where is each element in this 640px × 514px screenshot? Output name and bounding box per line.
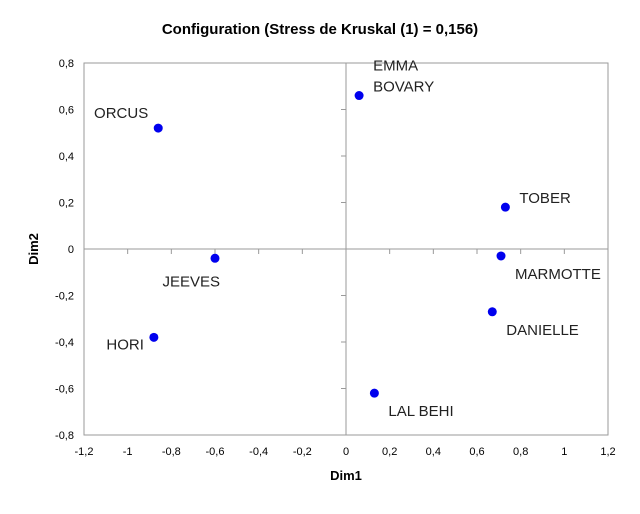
- data-point: [500, 202, 510, 212]
- point-labels: EMMA BOVARY ORCUS TOBER MARMOTTE JEEVES DANIEL…: [94, 58, 601, 421]
- x-tick-label: 0,2: [382, 446, 397, 458]
- data-points: [149, 91, 510, 398]
- data-point: [210, 253, 220, 263]
- data-point: [149, 332, 159, 342]
- y-tick-label: -0,8: [55, 430, 74, 442]
- point-label: HORI: [106, 336, 144, 353]
- y-tick-label: -0,2: [55, 291, 74, 303]
- x-tick-label: 1,2: [600, 446, 615, 458]
- x-tick-label: -0,2: [293, 446, 312, 458]
- data-point: [369, 388, 379, 398]
- point-label: TOBER: [519, 190, 571, 207]
- x-tick-label: -0,8: [162, 446, 181, 458]
- y-tick-label: 0,2: [59, 198, 74, 210]
- point-label: DANIELLE: [506, 322, 579, 339]
- axes: [83, 62, 609, 436]
- data-point: [354, 91, 364, 101]
- data-point: [487, 307, 497, 317]
- x-tick-label: 0,4: [426, 446, 441, 458]
- x-tick-label: 0,8: [513, 446, 528, 458]
- x-tick-label: -1: [123, 446, 133, 458]
- y-tick-label: 0,6: [59, 105, 74, 117]
- x-tick-label: -0,6: [206, 446, 225, 458]
- point-label: EMMA BOVARY: [373, 58, 434, 96]
- y-tick-label: 0,4: [59, 151, 74, 163]
- y-tick-label: -0,4: [55, 337, 74, 349]
- y-tick-labels: -0,8 -0,6 -0,4 -0,2 0 0,2 0,4 0,6 0,8: [55, 58, 74, 442]
- data-point: [496, 251, 506, 261]
- x-axis-title: Dim1: [330, 468, 362, 483]
- x-tick-label: -1,2: [75, 446, 94, 458]
- x-tick-label: 1: [561, 446, 567, 458]
- y-tick-label: -0,6: [55, 384, 74, 396]
- x-tick-label: 0,6: [469, 446, 484, 458]
- chart-title: Configuration (Stress de Kruskal (1) = 0…: [162, 21, 478, 38]
- x-tick-label: 0: [343, 446, 349, 458]
- point-label: MARMOTTE: [515, 266, 601, 283]
- x-tick-labels: -1,2 -1 -0,8 -0,6 -0,4 -0,2 0 0,2 0,4 0,6 0,8 1 1,2: [75, 446, 616, 458]
- data-point: [153, 123, 163, 133]
- point-label: ORCUS: [94, 105, 148, 122]
- point-label: JEEVES: [162, 273, 220, 290]
- y-tick-label: 0,8: [59, 58, 74, 70]
- x-tick-label: -0,4: [249, 446, 268, 458]
- point-label: LAL BEHI: [388, 403, 453, 420]
- y-axis-title: Dim2: [26, 233, 41, 265]
- y-tick-label: 0: [68, 244, 74, 256]
